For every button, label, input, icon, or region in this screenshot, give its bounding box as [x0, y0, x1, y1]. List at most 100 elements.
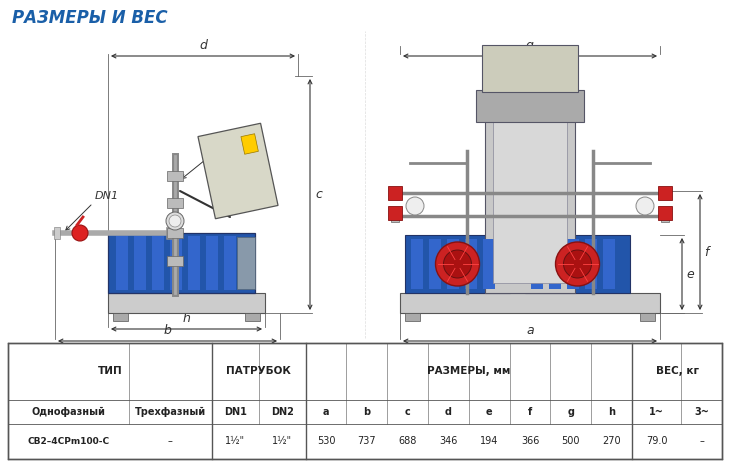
Text: 79.0: 79.0	[646, 437, 667, 447]
Text: Трехфазный: Трехфазный	[135, 407, 206, 417]
Text: 366: 366	[521, 437, 539, 447]
Circle shape	[169, 215, 181, 227]
Bar	[167, 171, 183, 181]
Text: c: c	[315, 188, 322, 201]
Text: 500: 500	[561, 437, 580, 447]
Bar	[166, 227, 172, 239]
FancyBboxPatch shape	[108, 233, 255, 293]
Text: f: f	[704, 246, 708, 259]
Circle shape	[564, 250, 591, 278]
Bar	[483, 239, 495, 289]
Bar	[152, 236, 164, 290]
Text: 1~: 1~	[649, 407, 664, 417]
Text: 346: 346	[439, 437, 458, 447]
Bar	[245, 313, 260, 321]
Text: –: –	[699, 437, 704, 447]
Bar	[603, 239, 615, 289]
Bar	[167, 256, 183, 266]
Text: DN1: DN1	[95, 191, 119, 201]
Bar	[640, 313, 655, 321]
Text: b: b	[164, 324, 172, 337]
Bar	[549, 239, 561, 289]
Circle shape	[444, 250, 472, 278]
Bar	[108, 293, 265, 313]
Bar	[465, 239, 477, 289]
Bar	[388, 206, 402, 220]
Text: g: g	[526, 39, 534, 52]
Circle shape	[72, 225, 88, 241]
Text: 737: 737	[358, 437, 376, 447]
Text: h: h	[182, 312, 191, 325]
Text: d: d	[445, 407, 452, 417]
Text: e: e	[486, 407, 493, 417]
Bar	[113, 313, 128, 321]
Text: a: a	[526, 324, 534, 337]
Bar	[661, 210, 669, 222]
Bar	[411, 239, 423, 289]
Text: d: d	[199, 39, 207, 52]
Circle shape	[166, 212, 184, 230]
Text: Однофазный: Однофазный	[31, 407, 105, 417]
FancyBboxPatch shape	[405, 235, 510, 293]
Bar	[206, 236, 218, 290]
Bar	[167, 198, 183, 208]
Bar	[134, 236, 146, 290]
Text: f: f	[528, 407, 532, 417]
Text: 688: 688	[399, 437, 417, 447]
Text: 3~: 3~	[694, 407, 709, 417]
Circle shape	[636, 197, 654, 215]
Text: ВЕС, кг: ВЕС, кг	[656, 366, 699, 377]
Bar	[388, 186, 402, 200]
Bar	[585, 239, 597, 289]
Circle shape	[436, 242, 480, 286]
Bar	[167, 228, 183, 238]
Text: b: b	[364, 407, 370, 417]
Text: ПАТРУБОК: ПАТРУБОК	[226, 366, 291, 377]
Text: DN2: DN2	[212, 144, 236, 154]
Bar	[391, 187, 399, 199]
Bar	[188, 236, 200, 290]
Text: g: g	[567, 407, 575, 417]
Bar	[567, 239, 579, 289]
Bar	[224, 236, 236, 290]
Bar	[658, 186, 672, 200]
Bar	[447, 239, 459, 289]
Bar	[241, 134, 258, 154]
Text: a: a	[323, 407, 329, 417]
Text: DN1: DN1	[224, 407, 247, 417]
FancyBboxPatch shape	[198, 123, 278, 219]
Text: c: c	[405, 407, 410, 417]
Bar	[429, 239, 441, 289]
Text: 530: 530	[317, 437, 335, 447]
Bar	[54, 227, 60, 239]
Text: CB2–4CPm100-C: CB2–4CPm100-C	[28, 437, 109, 446]
Text: h: h	[608, 407, 615, 417]
Text: 1½": 1½"	[226, 437, 245, 447]
FancyBboxPatch shape	[482, 45, 578, 92]
Bar	[658, 206, 672, 220]
Bar	[8, 343, 722, 459]
Text: РАЗМЕРЫ, мм: РАЗМЕРЫ, мм	[427, 366, 510, 377]
Bar	[116, 236, 128, 290]
Bar	[405, 313, 420, 321]
Bar	[170, 236, 182, 290]
Text: РАЗМЕРЫ И ВЕС: РАЗМЕРЫ И ВЕС	[12, 9, 168, 27]
Text: 194: 194	[480, 437, 499, 447]
Bar	[237, 237, 255, 289]
Text: DN2: DN2	[271, 407, 293, 417]
Circle shape	[556, 242, 599, 286]
Bar	[485, 101, 575, 293]
Text: 270: 270	[602, 437, 621, 447]
FancyBboxPatch shape	[525, 235, 630, 293]
Text: ТИП: ТИП	[98, 366, 123, 377]
Bar	[493, 111, 567, 283]
Bar	[661, 187, 669, 199]
FancyBboxPatch shape	[476, 90, 584, 122]
Text: 1½": 1½"	[272, 437, 292, 447]
Text: e: e	[686, 267, 693, 280]
Bar	[400, 293, 660, 313]
Text: –: –	[168, 437, 173, 447]
Circle shape	[406, 197, 424, 215]
Bar	[8, 343, 722, 459]
Bar	[531, 239, 543, 289]
